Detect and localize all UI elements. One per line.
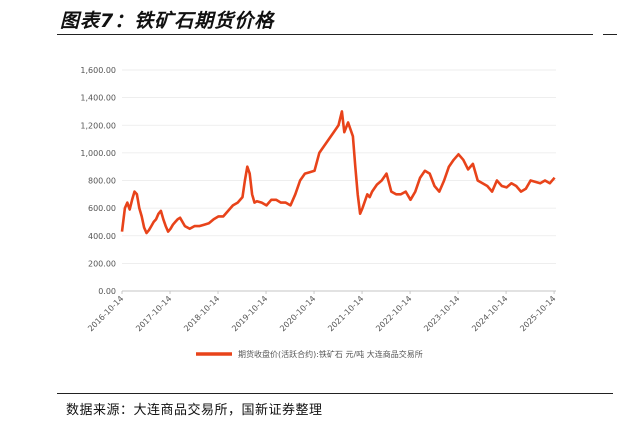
y-tick-label: 1,000.00 (80, 149, 116, 158)
x-tick-label: 2021-10-14 (326, 294, 365, 333)
x-axis-ticks: 2016-10-14 2017-10-14 2018-10-14 2019-10-14… (86, 291, 557, 333)
y-tick-label: 800.00 (88, 177, 116, 186)
x-tick-label: 2017-10-14 (134, 294, 173, 333)
x-tick-label: 2024-10-14 (470, 294, 509, 333)
y-tick-label: 400.00 (88, 232, 116, 241)
y-tick-label: 0.00 (98, 287, 116, 296)
y-axis-ticks: 0.00 200.00 400.00 600.00 800.00 1,000.00 1,20… (80, 66, 116, 296)
x-tick-label: 2020-10-14 (278, 294, 317, 333)
x-tick-label: 2023-10-14 (422, 294, 461, 333)
y-tick-label: 1,400.00 (80, 94, 116, 103)
x-tick-label: 2025-10-14 (518, 294, 557, 333)
figure-title: 图表7：铁矿石期货价格 (60, 10, 275, 32)
series-line-iron-ore (120, 110, 556, 235)
x-tick-label: 2019-10-14 (230, 294, 269, 333)
y-tick-label: 200.00 (88, 259, 116, 268)
source-note: 数据来源：大连商品交易所，国新证券整理 (66, 403, 323, 418)
bottom-rule (57, 393, 613, 394)
legend-label: 期货收盘价(活跃合约):铁矿石 元/吨 大连商品交易所 (238, 349, 423, 359)
y-tick-label: 1,200.00 (80, 121, 116, 130)
x-tick-label: 2022-10-14 (374, 294, 413, 333)
x-tick-label: 2018-10-14 (182, 294, 221, 333)
y-tick-label: 600.00 (88, 204, 116, 213)
y-tick-label: 1,600.00 (80, 66, 116, 75)
gridlines (122, 69, 556, 292)
legend: 期货收盘价(活跃合约):铁矿石 元/吨 大连商品交易所 (196, 349, 423, 359)
x-tick-label: 2016-10-14 (86, 294, 125, 333)
top-right-tick (603, 34, 617, 35)
top-rule (57, 34, 593, 35)
price-line-chart: 0.00 200.00 400.00 600.00 800.00 1,000.00 1,20… (80, 66, 557, 359)
